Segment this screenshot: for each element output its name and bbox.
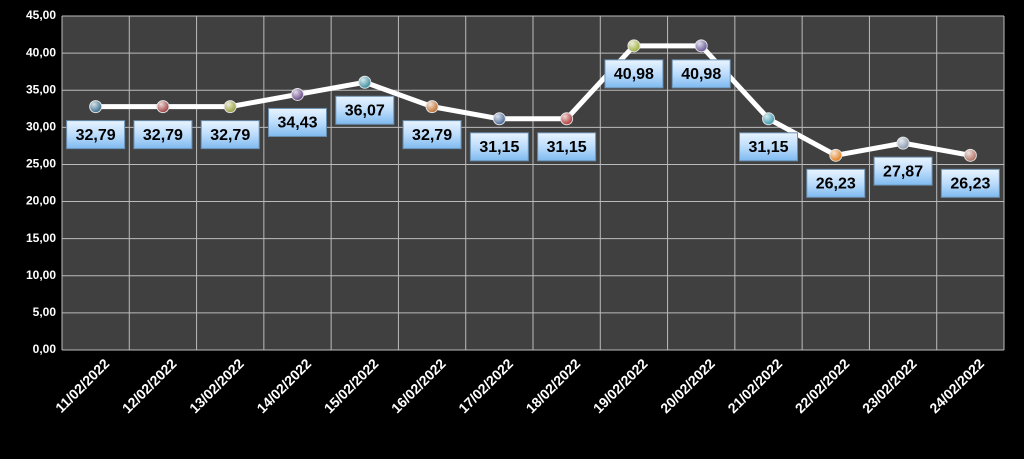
point-shine: [560, 112, 573, 125]
x-tick-label: 16/02/2022: [388, 355, 449, 416]
y-tick-label: 0,00: [33, 342, 57, 356]
y-tick-label: 45,00: [26, 8, 56, 22]
point-shine: [829, 149, 842, 162]
data-label: 31,15: [748, 139, 788, 156]
point-shine: [89, 100, 102, 113]
point-shine: [897, 137, 910, 150]
point-shine: [426, 100, 439, 113]
point-shine: [964, 149, 977, 162]
point-shine: [762, 112, 775, 125]
data-label: 32,79: [210, 127, 250, 144]
y-tick-label: 40,00: [26, 45, 56, 59]
x-tick-label: 19/02/2022: [590, 355, 651, 416]
y-tick-label: 5,00: [33, 305, 57, 319]
x-tick-label: 23/02/2022: [859, 355, 920, 416]
data-label: 32,79: [143, 127, 183, 144]
data-line: [95, 43, 971, 158]
x-tick-label: 14/02/2022: [253, 355, 314, 416]
data-label-box: [200, 120, 260, 150]
y-tick-label: 15,00: [26, 231, 56, 245]
data-label: 40,98: [614, 66, 654, 83]
data-label-box: [335, 95, 395, 125]
x-tick-label: 24/02/2022: [926, 355, 987, 416]
data-label-box: [469, 132, 529, 162]
data-label-box: [671, 59, 731, 89]
data-label: 32,79: [412, 127, 452, 144]
point-shine: [695, 39, 708, 52]
data-label: 27,87: [883, 163, 923, 180]
point-shine: [156, 100, 169, 113]
x-tick-label: 13/02/2022: [186, 355, 247, 416]
y-tick-label: 35,00: [26, 82, 56, 96]
x-tick-label: 15/02/2022: [321, 355, 382, 416]
x-tick-label: 21/02/2022: [724, 355, 785, 416]
data-label: 36,07: [345, 102, 385, 119]
data-label-box: [873, 156, 933, 186]
data-label: 26,23: [950, 176, 990, 193]
data-label: 31,15: [547, 139, 587, 156]
x-tick-label: 20/02/2022: [657, 355, 718, 416]
x-tick-label: 17/02/2022: [455, 355, 516, 416]
data-label: 32,79: [76, 127, 116, 144]
point-shine: [224, 100, 237, 113]
data-label-box: [402, 120, 462, 150]
data-label-box: [806, 168, 866, 198]
y-tick-label: 20,00: [26, 194, 56, 208]
x-tick-label: 12/02/2022: [119, 355, 180, 416]
point-shine: [358, 76, 371, 89]
x-tick-label: 18/02/2022: [523, 355, 584, 416]
y-tick-label: 25,00: [26, 157, 56, 171]
point-shine: [291, 88, 304, 101]
data-label-box: [133, 120, 193, 150]
data-label-box: [537, 132, 597, 162]
y-tick-label: 30,00: [26, 120, 56, 134]
data-label-box: [604, 59, 664, 89]
data-label-box: [940, 168, 1000, 198]
data-label: 34,43: [277, 115, 317, 132]
data-label: 31,15: [479, 139, 519, 156]
point-shine: [493, 112, 506, 125]
x-tick-label: 22/02/2022: [792, 355, 853, 416]
x-tick-label: 11/02/2022: [52, 355, 112, 415]
data-label-box: [66, 120, 126, 150]
y-tick-label: 10,00: [26, 268, 56, 282]
point-shine: [627, 39, 640, 52]
data-label-box: [268, 107, 327, 137]
data-label: 26,23: [816, 176, 856, 193]
data-label: 40,98: [681, 66, 721, 83]
data-label-box: [739, 132, 798, 162]
